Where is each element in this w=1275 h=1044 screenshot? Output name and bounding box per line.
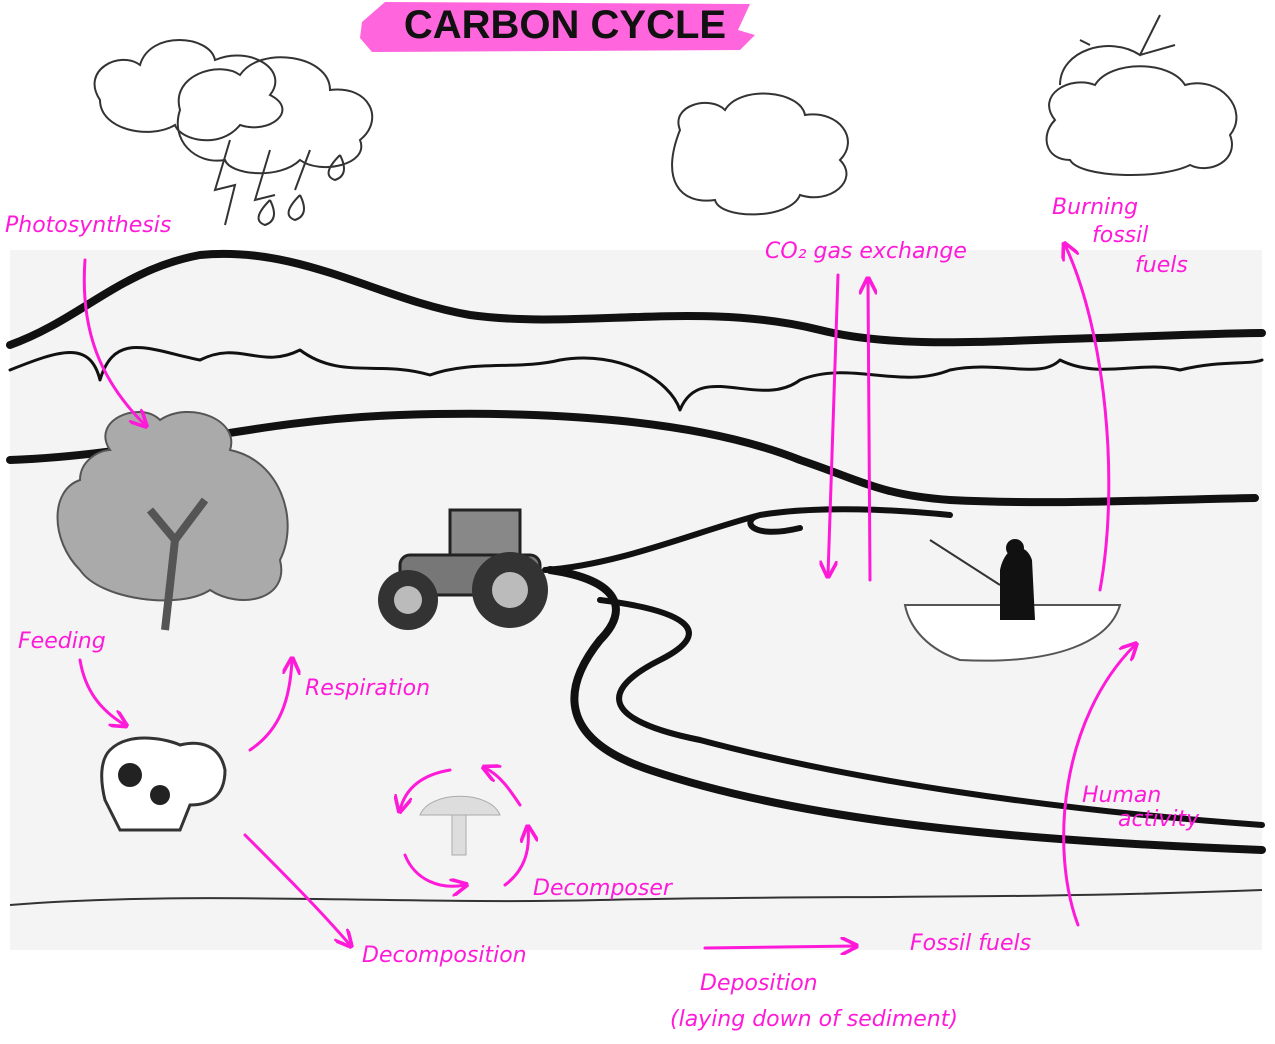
label: CO₂ gas exchange <box>765 239 967 264</box>
label: fuels <box>1135 253 1188 278</box>
label: Decomposition <box>362 943 527 968</box>
label: Photosynthesis <box>5 213 171 238</box>
label: Deposition <box>700 971 818 996</box>
label: activity <box>1118 807 1200 832</box>
label: Respiration <box>305 676 430 701</box>
label: Decomposer <box>533 876 674 901</box>
label: Fossil fuels <box>910 931 1031 956</box>
label: fossil <box>1092 223 1148 248</box>
label: Burning <box>1052 195 1138 220</box>
diagram: CARBON CYCLE <box>0 0 1275 1044</box>
label: Feeding <box>18 629 106 654</box>
label: Human <box>1082 783 1161 808</box>
title: CARBON CYCLE <box>404 3 726 47</box>
background <box>10 250 1262 950</box>
label: (laying down of sediment) <box>670 1007 958 1032</box>
